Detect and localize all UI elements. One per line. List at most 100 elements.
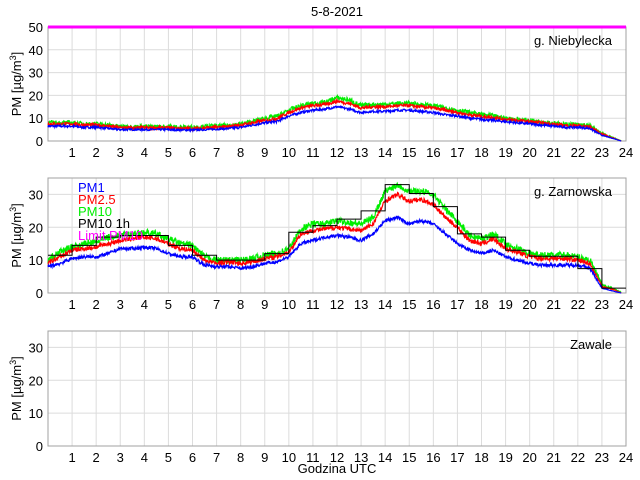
x-tick-label: 17 bbox=[450, 297, 464, 312]
station-label: Zawale bbox=[570, 337, 612, 352]
x-tick-label: 24 bbox=[619, 297, 633, 312]
x-tick-label: 20 bbox=[522, 450, 536, 465]
x-tick-label: 1 bbox=[68, 450, 75, 465]
x-tick-label: 14 bbox=[378, 145, 392, 160]
series-line-pm2-5 bbox=[47, 97, 622, 142]
y-tick-label: 20 bbox=[29, 220, 43, 235]
x-tick-label: 4 bbox=[141, 145, 148, 160]
y-tick-label: 0 bbox=[36, 134, 43, 149]
x-tick-label: 9 bbox=[261, 450, 268, 465]
x-tick-label: 6 bbox=[189, 145, 196, 160]
x-tick-label: 7 bbox=[213, 297, 220, 312]
x-tick-label: 2 bbox=[93, 450, 100, 465]
x-tick-label: 12 bbox=[330, 450, 344, 465]
x-tick-label: 16 bbox=[426, 297, 440, 312]
y-tick-label: 30 bbox=[29, 66, 43, 81]
x-tick-label: 8 bbox=[237, 297, 244, 312]
y-tick-label: 0 bbox=[36, 286, 43, 301]
x-tick-label: 5 bbox=[165, 450, 172, 465]
y-tick-label: 10 bbox=[29, 253, 43, 268]
x-tick-label: 3 bbox=[117, 145, 124, 160]
y-tick-label: 30 bbox=[29, 187, 43, 202]
x-tick-label: 4 bbox=[141, 450, 148, 465]
x-tick-label: 13 bbox=[354, 297, 368, 312]
y-tick-label: 10 bbox=[29, 111, 43, 126]
x-tick-label: 18 bbox=[474, 297, 488, 312]
x-tick-label: 1 bbox=[68, 297, 75, 312]
x-tick-label: 5 bbox=[165, 145, 172, 160]
x-tick-label: 13 bbox=[354, 450, 368, 465]
x-tick-label: 2 bbox=[93, 145, 100, 160]
x-tick-label: 6 bbox=[189, 297, 196, 312]
x-tick-label: 22 bbox=[571, 297, 585, 312]
x-tick-label: 21 bbox=[547, 297, 561, 312]
x-tick-label: 19 bbox=[498, 450, 512, 465]
x-tick-label: 12 bbox=[330, 297, 344, 312]
y-axis-label: PM [µg/m3] bbox=[8, 52, 24, 117]
y-axis-label: PM [µg/m3] bbox=[8, 356, 24, 421]
x-tick-label: 12 bbox=[330, 145, 344, 160]
y-tick-label: 0 bbox=[36, 439, 43, 454]
y-axis-label-bracket: ] bbox=[9, 52, 24, 56]
x-tick-label: 1 bbox=[68, 145, 75, 160]
x-tick-label: 3 bbox=[117, 450, 124, 465]
x-tick-label: 24 bbox=[619, 450, 633, 465]
x-tick-label: 18 bbox=[474, 145, 488, 160]
x-tick-label: 7 bbox=[213, 145, 220, 160]
x-tick-label: 10 bbox=[282, 297, 296, 312]
series-line-pm1 bbox=[47, 104, 622, 142]
x-tick-label: 2 bbox=[93, 297, 100, 312]
x-axis-label: Godzina UTC bbox=[298, 461, 377, 476]
x-tick-label: 8 bbox=[237, 145, 244, 160]
legend-entry: PM1 bbox=[78, 180, 105, 195]
legend-entry: PM2.5 bbox=[78, 192, 116, 207]
y-tick-label: 20 bbox=[29, 373, 43, 388]
legend-entry: PM10 1h bbox=[78, 216, 130, 231]
y-tick-label: 40 bbox=[29, 43, 43, 58]
y-tick-label: 10 bbox=[29, 406, 43, 421]
x-tick-label: 21 bbox=[547, 145, 561, 160]
x-tick-label: 15 bbox=[402, 145, 416, 160]
x-tick-label: 16 bbox=[426, 450, 440, 465]
x-tick-label: 8 bbox=[237, 450, 244, 465]
station-label: g. Zarnowska bbox=[534, 184, 613, 199]
x-tick-label: 9 bbox=[261, 145, 268, 160]
panel-2: 1 2 3 4 5 6 7 8 9 10 11 12 13 14 15 16 17 18 19 20 21 22 23 240… bbox=[8, 177, 633, 312]
x-tick-label: 17 bbox=[450, 450, 464, 465]
x-tick-label: 18 bbox=[474, 450, 488, 465]
x-tick-label: 17 bbox=[450, 145, 464, 160]
y-axis-label: PM [µg/m3] bbox=[8, 203, 24, 268]
panel-1: 1 2 3 4 5 6 7 8 9 10 11 12 13 14 15 16 17 18 19 20 21 22 23 240… bbox=[8, 20, 633, 160]
x-tick-label: 22 bbox=[571, 145, 585, 160]
y-tick-label: 30 bbox=[29, 340, 43, 355]
x-tick-label: 7 bbox=[213, 450, 220, 465]
x-tick-label: 10 bbox=[282, 145, 296, 160]
x-tick-label: 11 bbox=[306, 297, 320, 312]
y-axis-label-exponent: 3 bbox=[8, 360, 18, 365]
x-tick-label: 19 bbox=[498, 297, 512, 312]
y-axis-label-exponent: 3 bbox=[8, 207, 18, 212]
x-tick-label: 19 bbox=[498, 145, 512, 160]
station-label: g. Niebylecka bbox=[534, 33, 613, 48]
y-axis-label-bracket: ] bbox=[9, 203, 24, 207]
legend-entry: Limit PM10 bbox=[78, 228, 143, 243]
x-tick-label: 21 bbox=[547, 450, 561, 465]
x-tick-label: 5 bbox=[165, 297, 172, 312]
x-tick-label: 6 bbox=[189, 450, 196, 465]
x-tick-label: 16 bbox=[426, 145, 440, 160]
x-tick-label: 4 bbox=[141, 297, 148, 312]
x-tick-label: 20 bbox=[522, 297, 536, 312]
x-tick-label: 11 bbox=[306, 450, 320, 465]
y-tick-label: 20 bbox=[29, 88, 43, 103]
x-tick-label: 24 bbox=[619, 145, 633, 160]
legend-entry: PM10 bbox=[78, 204, 112, 219]
panel-3: 1 2 3 4 5 6 7 8 9 10 11 12 13 14 15 16 17 18 19 20 21 22 23 240… bbox=[8, 330, 633, 465]
x-tick-label: 3 bbox=[117, 297, 124, 312]
x-tick-label: 22 bbox=[571, 450, 585, 465]
y-axis-label-exponent: 3 bbox=[8, 55, 18, 60]
plot-frame bbox=[47, 330, 627, 447]
x-tick-label: 10 bbox=[282, 450, 296, 465]
x-tick-label: 14 bbox=[378, 450, 392, 465]
